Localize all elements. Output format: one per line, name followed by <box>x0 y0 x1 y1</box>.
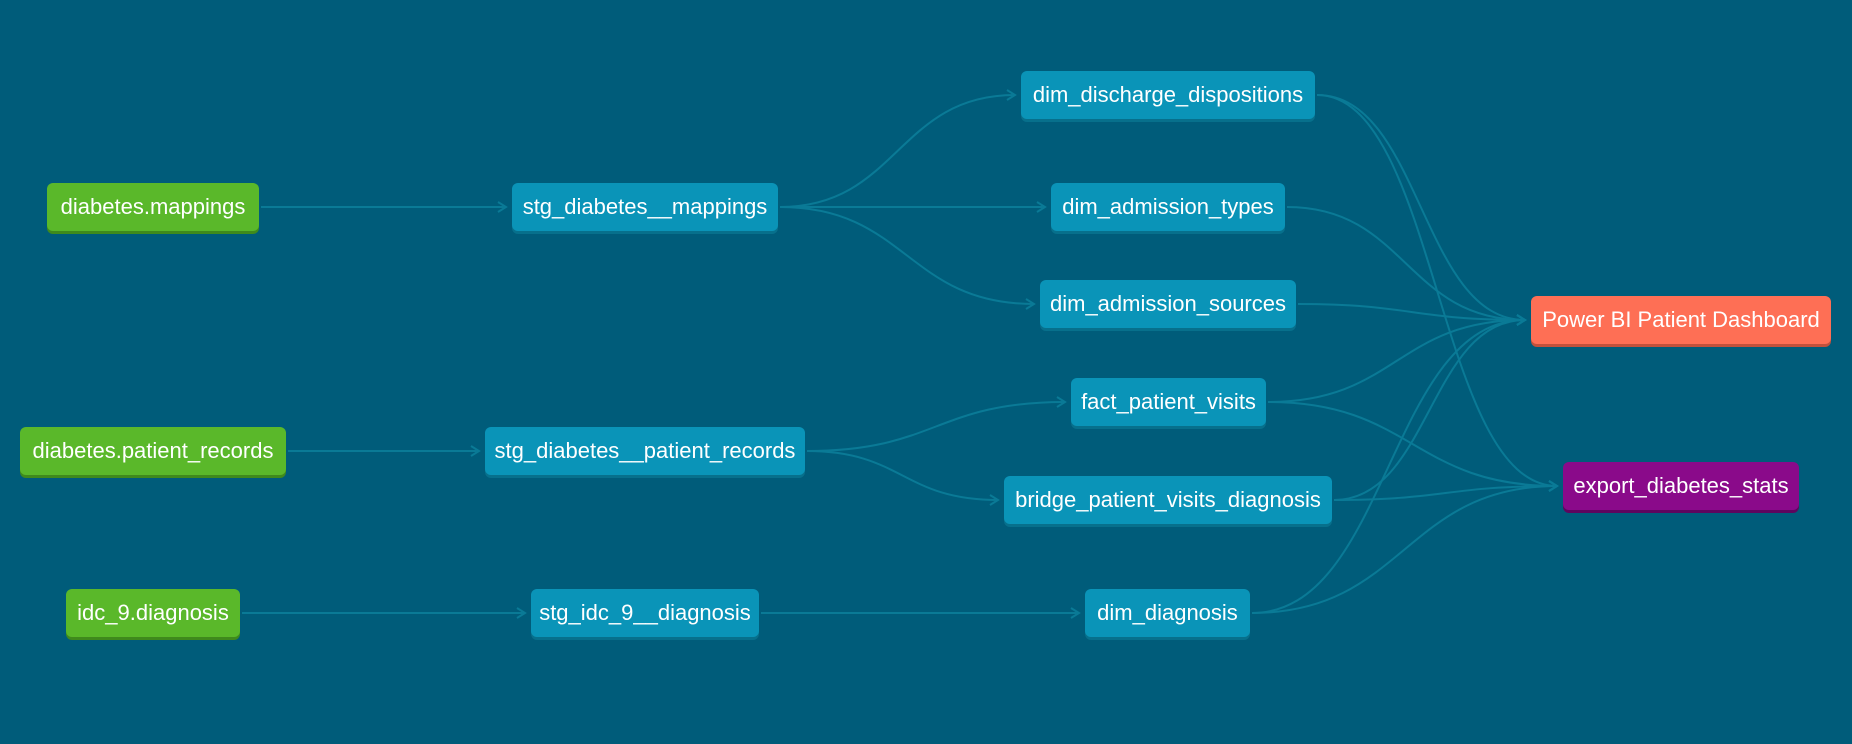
edge-arrowhead-icon <box>1516 314 1527 326</box>
edge-dim_admission_sources-to-powerbi <box>1297 303 1526 321</box>
edge-fact_patient_visits-to-export_stats <box>1267 401 1558 487</box>
edge-arrowhead-icon <box>989 494 1000 506</box>
edge-bridge_visits_diagnosis-to-powerbi <box>1333 319 1526 501</box>
node-dim-diagnosis[interactable]: dim_diagnosis <box>1085 589 1250 637</box>
node-bridge-patient-visits-diagnosis[interactable]: bridge_patient_visits_diagnosis <box>1004 476 1332 524</box>
node-stg-idc-9-diagnosis[interactable]: stg_idc_9__diagnosis <box>531 589 759 637</box>
node-power-bi-patient-dashboard[interactable]: Power BI Patient Dashboard <box>1531 296 1831 344</box>
edge-stg_mappings-to-dim_admission_sources <box>779 206 1035 305</box>
node-diabetes-patient-records[interactable]: diabetes.patient_records <box>20 427 286 475</box>
node-dim-admission-types[interactable]: dim_admission_types <box>1051 183 1285 231</box>
edge-bridge_visits_diagnosis-to-export_stats <box>1333 485 1558 501</box>
edge-dim_diagnosis-to-powerbi <box>1251 319 1526 614</box>
edge-stg_patient_records-to-bridge_visits_diagnosis <box>806 450 999 501</box>
edge-dim_admission_types-to-powerbi <box>1286 206 1526 321</box>
edge-dim_diagnosis-to-export_stats <box>1251 485 1558 614</box>
edge-stg_patient_records-to-fact_patient_visits <box>806 401 1066 452</box>
edge-arrowhead-icon <box>1036 201 1047 213</box>
node-idc-9-diagnosis[interactable]: idc_9.diagnosis <box>66 589 240 637</box>
node-fact-patient-visits[interactable]: fact_patient_visits <box>1071 378 1266 426</box>
edge-arrowhead-icon <box>1548 480 1559 492</box>
edge-dim_discharge-to-powerbi <box>1316 94 1526 321</box>
node-stg-diabetes-patient-records[interactable]: stg_diabetes__patient_records <box>485 427 805 475</box>
edge-arrowhead-icon <box>497 201 508 213</box>
edge-arrowhead-icon <box>1006 89 1017 101</box>
node-export-diabetes-stats[interactable]: export_diabetes_stats <box>1563 462 1799 510</box>
edge-arrowhead-icon <box>1056 396 1067 408</box>
node-stg-diabetes-mappings[interactable]: stg_diabetes__mappings <box>512 183 778 231</box>
edge-arrowhead-icon <box>470 445 481 457</box>
node-dim-discharge-dispositions[interactable]: dim_discharge_dispositions <box>1021 71 1315 119</box>
edge-stg_mappings-to-dim_discharge <box>779 94 1016 208</box>
edge-fact_patient_visits-to-powerbi <box>1267 319 1526 403</box>
edge-arrowhead-icon <box>516 607 527 619</box>
node-diabetes-mappings[interactable]: diabetes.mappings <box>47 183 259 231</box>
node-dim-admission-sources[interactable]: dim_admission_sources <box>1040 280 1296 328</box>
edge-arrowhead-icon <box>1025 298 1036 310</box>
edge-arrowhead-icon <box>1070 607 1081 619</box>
